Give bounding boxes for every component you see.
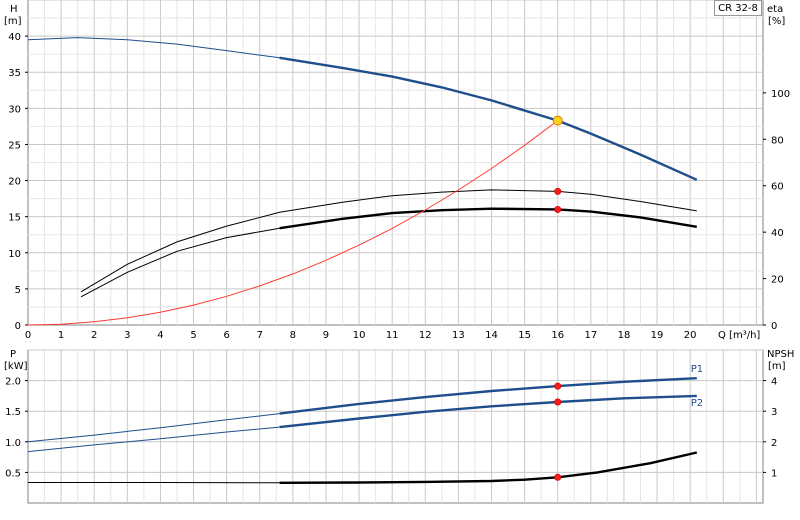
x-tick-label: 15 [518, 330, 531, 341]
y-tick-label: 15 [8, 213, 21, 224]
y-tick-label: 1.0 [5, 438, 21, 449]
duty-point-marker [554, 473, 562, 481]
y2-tick-label: 1 [771, 468, 777, 479]
x-tick-label: 13 [452, 330, 465, 341]
y-axis-label: H [10, 4, 18, 15]
x-tick-label: 8 [290, 330, 296, 341]
y2-axis-unit: [m] [768, 361, 786, 372]
y-tick-label: 30 [8, 104, 21, 115]
y-tick-label: 0 [15, 321, 21, 332]
curve-system [27, 120, 558, 326]
operating-point [552, 115, 563, 126]
duty-point-marker [554, 382, 562, 390]
curve-p1-duty [279, 377, 697, 415]
curve-efficiency-duty [279, 207, 697, 230]
curve-efficiency [80, 227, 280, 298]
x-tick-label: 5 [190, 330, 196, 341]
x-tick-label: 20 [684, 330, 697, 341]
curve-p1 [27, 413, 280, 443]
curve-head [27, 37, 280, 59]
x-tick-label: 12 [419, 330, 432, 341]
y-tick-label: 0.5 [5, 468, 21, 479]
y-axis-label: P [10, 349, 16, 360]
x-tick-label: 19 [651, 330, 664, 341]
plot-frame [27, 349, 764, 504]
curve-npsh-duty [279, 451, 698, 484]
series-label-p2: P2 [691, 398, 703, 409]
duty-point-marker [554, 205, 562, 213]
y-tick-label: 35 [8, 68, 21, 79]
y-axis-unit: [kW] [4, 361, 28, 372]
x-tick-label: 14 [485, 330, 498, 341]
curve-head-duty [279, 56, 698, 181]
y2-tick-label: 100 [771, 89, 790, 100]
y-tick-label: 20 [8, 177, 21, 188]
x-tick-label: 3 [124, 330, 130, 341]
x-tick-label: 9 [323, 330, 329, 341]
y2-tick-label: 80 [771, 135, 784, 146]
duty-point-marker [554, 187, 562, 195]
model-label: CR 32-8 [714, 0, 762, 16]
y2-tick-label: 40 [771, 228, 784, 239]
x-tick-label: 4 [157, 330, 163, 341]
y2-axis-label: eta [767, 4, 783, 15]
curve-p2-duty [279, 394, 697, 429]
y2-tick-label: 2 [771, 438, 777, 449]
y2-axis-label: NPSH [767, 349, 794, 360]
y-tick-label: 5 [15, 285, 21, 296]
x-tick-label: 0 [25, 330, 31, 341]
series-label-p1: P1 [691, 364, 703, 375]
x-tick-label: 17 [584, 330, 597, 341]
x-axis-label: Q [m³/h] [718, 330, 760, 341]
y2-tick-label: 60 [771, 182, 784, 193]
x-tick-label: 6 [223, 330, 229, 341]
y2-axis-unit: [%] [768, 16, 785, 27]
y2-tick-label: 0 [771, 321, 777, 332]
y2-tick-label: 20 [771, 275, 784, 286]
y-tick-label: 40 [8, 32, 21, 43]
x-tick-label: 16 [551, 330, 564, 341]
x-tick-label: 1 [58, 330, 64, 341]
curve-p2 [27, 426, 280, 453]
x-tick-label: 7 [257, 330, 263, 341]
x-tick-label: 2 [91, 330, 97, 341]
y-axis-unit: [m] [4, 16, 22, 27]
y2-tick-label: 4 [771, 377, 777, 388]
curve-head-curve-2 [80, 189, 697, 293]
y-tick-label: 1.5 [5, 407, 21, 418]
x-tick-label: 10 [353, 330, 366, 341]
duty-point-marker [554, 398, 562, 406]
y-tick-label: 10 [8, 249, 21, 260]
y-tick-label: 25 [8, 140, 21, 151]
y-tick-label: 2.0 [5, 377, 21, 388]
y2-tick-label: 3 [771, 407, 777, 418]
x-tick-label: 11 [386, 330, 399, 341]
x-tick-label: 18 [618, 330, 631, 341]
